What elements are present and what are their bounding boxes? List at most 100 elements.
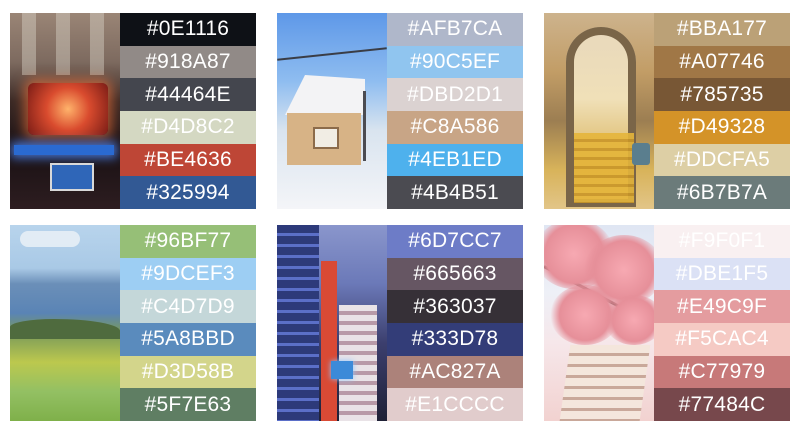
lake-meadow-photo — [10, 225, 120, 421]
blue-billboard — [331, 361, 353, 379]
hex-code: #DDCFA5 — [674, 148, 770, 172]
hex-code: #9DCEF3 — [141, 262, 235, 285]
color-swatch[interactable]: #A07746 — [654, 45, 790, 79]
utility-pole — [363, 91, 366, 161]
color-swatch[interactable]: #C4D7D9 — [120, 290, 256, 324]
color-swatch[interactable]: #665663 — [387, 257, 523, 291]
snowy-roof — [285, 75, 365, 115]
color-swatch[interactable]: #AFB7CA — [387, 13, 523, 46]
color-swatch[interactable]: #F5CAC4 — [654, 323, 790, 356]
color-swatch[interactable]: #77484C — [654, 388, 790, 422]
color-swatch[interactable]: #DDCFA5 — [654, 143, 790, 177]
hex-code: #96BF77 — [144, 229, 232, 253]
color-swatch[interactable]: #325994 — [120, 176, 256, 210]
hex-code: #C77979 — [678, 360, 766, 384]
hex-code: #6B7B7A — [676, 180, 768, 204]
hex-code: #44464E — [145, 82, 231, 106]
hex-code: #5F7E63 — [144, 392, 232, 416]
ticket-booth — [50, 163, 94, 191]
hex-code: #363037 — [413, 294, 497, 318]
palette-card-1: #0E1116 #918A87 #44464E #D4D8C2 #BE4636 … — [10, 13, 256, 210]
hex-code: #0E1116 — [146, 17, 230, 41]
palette-card-5: #6D7CC7 #665663 #363037 #333D78 #AC827A … — [277, 225, 523, 422]
hex-code: #785735 — [680, 82, 764, 106]
color-swatch[interactable]: #785735 — [654, 78, 790, 112]
color-swatch[interactable]: #DBE1F5 — [654, 257, 790, 291]
color-swatch[interactable]: #90C5EF — [387, 45, 523, 79]
color-swatch[interactable]: #C8A586 — [387, 111, 523, 144]
building-windows — [10, 13, 120, 75]
hex-code: #5A8BBD — [141, 327, 235, 351]
hex-code: #A07746 — [679, 50, 765, 73]
hex-code: #E49C9F — [676, 294, 768, 318]
hex-code: #C4D7D9 — [141, 294, 235, 318]
hex-code: #F5CAC4 — [675, 327, 769, 351]
color-swatch[interactable]: #5A8BBD — [120, 323, 256, 356]
glass-tower — [277, 225, 319, 421]
palette-card-3: #BBA177 #A07746 #785735 #D49328 #DDCFA5 … — [544, 13, 790, 210]
cherry-blossom-photo — [544, 225, 654, 421]
hex-code: #DBD2D1 — [407, 82, 503, 106]
color-swatch[interactable]: #BBA177 — [654, 13, 790, 46]
color-swatch[interactable]: #96BF77 — [120, 225, 256, 258]
color-swatch[interactable]: #5F7E63 — [120, 388, 256, 422]
color-swatch[interactable]: #D3D58B — [120, 355, 256, 389]
swatch-list: #0E1116 #918A87 #44464E #D4D8C2 #BE4636 … — [120, 13, 256, 210]
hex-code: #D3D58B — [141, 360, 235, 384]
color-swatch[interactable]: #6B7B7A — [654, 176, 790, 210]
stairway-steps — [574, 133, 634, 203]
power-line — [277, 47, 387, 61]
red-signboard — [321, 261, 337, 421]
swatch-list: #AFB7CA #90C5EF #DBD2D1 #C8A586 #4EB1ED … — [387, 13, 523, 210]
color-swatch[interactable]: #C77979 — [654, 355, 790, 389]
hex-code: #4EB1ED — [408, 148, 502, 172]
hex-code: #4B4B51 — [411, 180, 499, 204]
hex-code: #DBE1F5 — [675, 262, 769, 285]
hex-code: #918A87 — [145, 50, 231, 73]
palette-card-4: #96BF77 #9DCEF3 #C4D7D9 #5A8BBD #D3D58B … — [10, 225, 256, 422]
color-swatch[interactable]: #D4D8C2 — [120, 111, 256, 144]
neon-sign — [28, 83, 108, 135]
hex-code: #D49328 — [678, 115, 766, 139]
color-swatch[interactable]: #F9F0F1 — [654, 225, 790, 258]
color-swatch[interactable]: #E1CCCC — [387, 388, 523, 422]
hex-code: #333D78 — [411, 327, 499, 351]
color-swatch[interactable]: #918A87 — [120, 45, 256, 79]
color-swatch[interactable]: #D49328 — [654, 111, 790, 144]
hex-code: #325994 — [146, 180, 230, 204]
color-swatch[interactable]: #6D7CC7 — [387, 225, 523, 258]
color-swatch[interactable]: #0E1116 — [120, 13, 256, 46]
swatch-list: #F9F0F1 #DBE1F5 #E49C9F #F5CAC4 #C77979 … — [654, 225, 790, 422]
swatch-list: #BBA177 #A07746 #785735 #D49328 #DDCFA5 … — [654, 13, 790, 210]
snowy-house-photo — [277, 13, 387, 209]
carnival-street-photo — [10, 13, 120, 209]
swatch-list: #96BF77 #9DCEF3 #C4D7D9 #5A8BBD #D3D58B … — [120, 225, 256, 422]
palette-card-6: #F9F0F1 #DBE1F5 #E49C9F #F5CAC4 #C77979 … — [544, 225, 790, 422]
color-swatch[interactable]: #363037 — [387, 290, 523, 324]
color-swatch[interactable]: #333D78 — [387, 323, 523, 356]
flower-pot — [632, 143, 650, 165]
color-swatch[interactable]: #4B4B51 — [387, 176, 523, 210]
color-swatch[interactable]: #AC827A — [387, 355, 523, 389]
blossom-cluster — [604, 295, 654, 345]
arched-stairway-photo — [544, 13, 654, 209]
hex-code: #D4D8C2 — [141, 115, 235, 139]
hex-code: #AFB7CA — [407, 17, 503, 41]
color-swatch[interactable]: #DBD2D1 — [387, 78, 523, 112]
hex-code: #BE4636 — [144, 148, 232, 172]
swatch-list: #6D7CC7 #665663 #363037 #333D78 #AC827A … — [387, 225, 523, 422]
blue-neon-strip — [14, 145, 114, 155]
hex-code: #90C5EF — [409, 50, 501, 73]
apartment-tower — [557, 345, 651, 421]
color-swatch[interactable]: #44464E — [120, 78, 256, 112]
palette-card-2: #AFB7CA #90C5EF #DBD2D1 #C8A586 #4EB1ED … — [277, 13, 523, 210]
hex-code: #6D7CC7 — [408, 229, 502, 253]
color-swatch[interactable]: #BE4636 — [120, 143, 256, 177]
color-swatch[interactable]: #9DCEF3 — [120, 257, 256, 291]
color-swatch[interactable]: #4EB1ED — [387, 143, 523, 177]
hex-code: #665663 — [413, 262, 497, 285]
hex-code: #F9F0F1 — [678, 229, 766, 253]
color-swatch[interactable]: #E49C9F — [654, 290, 790, 324]
cloud — [20, 231, 80, 247]
city-night-photo — [277, 225, 387, 421]
